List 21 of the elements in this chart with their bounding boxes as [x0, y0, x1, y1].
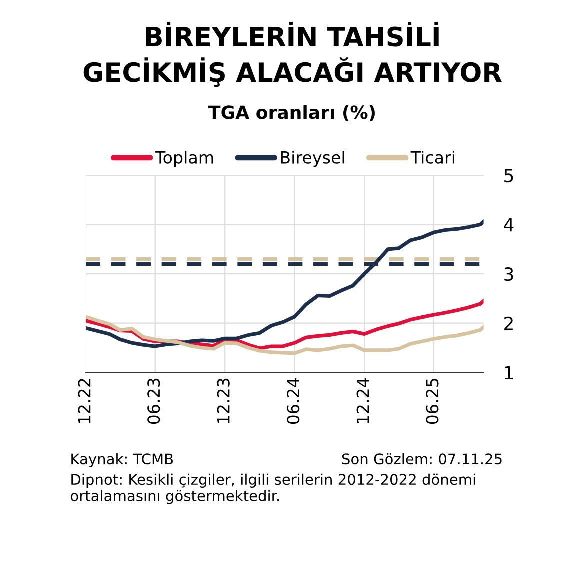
- chart-title: BİREYLERİN TAHSİLİ GECİKMİŞ ALACAĞI ARTIYOR: [84, 22, 502, 88]
- x-tick-label: 06.25: [426, 378, 439, 424]
- x-tick-label: 06.24: [287, 378, 300, 424]
- y-tick-label: 4: [504, 218, 514, 232]
- x-tick-label: 12.24: [356, 378, 370, 424]
- x-tick-label: 06.23: [148, 378, 160, 424]
- y-tick-label: 5: [504, 169, 514, 183]
- line-series: [86, 315, 484, 356]
- x-tick-label: 12.22: [78, 379, 91, 424]
- text: Kaynak: TCMB: [72, 453, 174, 468]
- legend-label: Bireysel: [281, 151, 344, 168]
- y-tick-label: 2: [504, 316, 513, 330]
- text: Dipnot: Kesikli çizgiler, ilgili serilerin 2012-2022 dönemi ortalamasını göstermektedir.: [71, 474, 476, 504]
- legend-label: Ticari: [410, 151, 454, 164]
- x-tick-label: 12.23: [217, 378, 230, 424]
- text: Son Gözlem: 07.11.25: [342, 453, 502, 465]
- y-tick-label: 1: [505, 366, 514, 380]
- legend-label: Toplam: [155, 151, 214, 168]
- y-tick-label: 3: [504, 268, 514, 282]
- line-series: [86, 220, 484, 348]
- chart-subtitle: TGA oranları (%): [208, 105, 375, 122]
